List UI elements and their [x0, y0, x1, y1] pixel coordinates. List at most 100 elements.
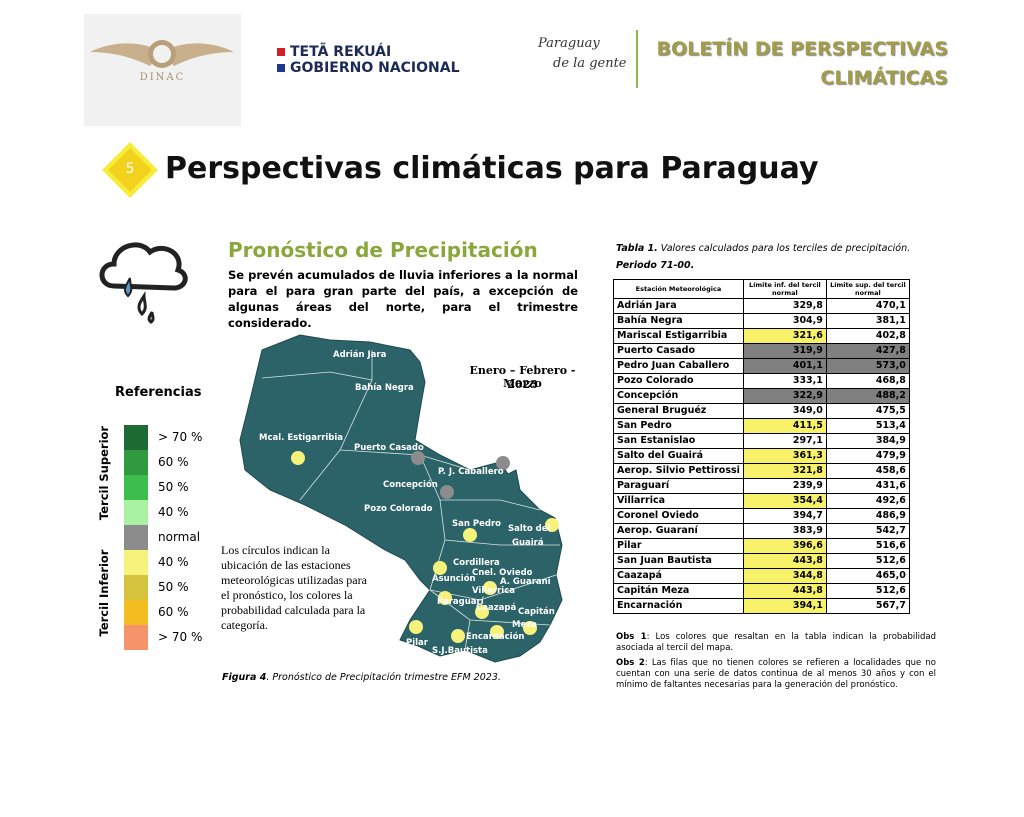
- legend-swatch: [124, 450, 148, 475]
- map-label: Encarnación: [466, 631, 524, 642]
- map-label: Caazapá: [476, 603, 516, 613]
- legend-label: 50 %: [158, 580, 189, 594]
- station-cell: Salto del Guairá: [613, 448, 744, 464]
- table-header: Límite sup. del tercil normal: [825, 279, 910, 299]
- station-cell: Mariscal Estigarribia: [613, 328, 744, 344]
- table-caption: Tabla 1. Valores calculados para los ter…: [616, 243, 910, 254]
- map-label: Capitán: [518, 607, 555, 617]
- station-marker: [438, 591, 452, 605]
- gov-line2: GOBIERNO NACIONAL: [290, 60, 460, 76]
- brand-line1: Paraguay: [538, 36, 600, 51]
- legend-swatch: [124, 550, 148, 575]
- map-label: Cordillera: [453, 558, 500, 568]
- lower-cell: 329,8: [742, 298, 827, 314]
- logo-text: DINAC: [139, 72, 186, 83]
- map-label: Pilar: [406, 638, 429, 648]
- map-note: Los círculos indican la ubicación de las…: [221, 543, 367, 632]
- map-label: Guairá: [512, 538, 544, 548]
- table-row: Concepción 322,9 488,2: [613, 388, 910, 404]
- upper-cell: 381,1: [825, 313, 910, 329]
- brand-divider: [636, 30, 638, 88]
- upper-cell: 513,4: [825, 418, 910, 434]
- lower-cell: 319,9: [742, 343, 827, 359]
- data-table: Estación Meteorológica Límite inf. del t…: [613, 279, 910, 614]
- station-cell: Encarnación: [613, 598, 744, 614]
- station-cell: Villarrica: [613, 493, 744, 509]
- lower-cell: 394,1: [742, 598, 827, 614]
- map-label: Pozo Colorado: [364, 504, 433, 514]
- legend-label: 40 %: [158, 555, 189, 569]
- station-cell: Aerop. Guaraní: [613, 523, 744, 539]
- lower-cell: 297,1: [742, 433, 827, 449]
- upper-cell: 573,0: [825, 358, 910, 374]
- station-cell: Coronel Oviedo: [613, 508, 744, 524]
- station-markers: [291, 451, 559, 643]
- obs-2: Obs 2: Las filas que no tienen colores s…: [616, 658, 936, 691]
- legend-swatch: [124, 625, 148, 650]
- upper-cell: 567,7: [825, 598, 910, 614]
- table-header: Límite inf. del tercil normal: [742, 279, 827, 299]
- upper-cell: 468,8: [825, 373, 910, 389]
- table-row: Villarrica 354,4 492,6: [613, 493, 910, 509]
- station-marker: [411, 451, 425, 465]
- lower-cell: 322,9: [742, 388, 827, 404]
- table-row: Encarnación 394,1 567,7: [613, 598, 910, 614]
- bulletin-line2: CLIMÁTICAS: [820, 67, 948, 89]
- map-label: Salto del: [508, 524, 550, 534]
- legend-swatch: [124, 575, 148, 600]
- upper-cell: 458,6: [825, 463, 910, 479]
- station-marker: [463, 528, 477, 542]
- upper-cell: 516,6: [825, 538, 910, 554]
- station-cell: Capitán Meza: [613, 583, 744, 599]
- upper-cell: 431,6: [825, 478, 910, 494]
- upper-cell: 512,6: [825, 553, 910, 569]
- lower-cell: 411,5: [742, 418, 827, 434]
- legend-label: > 70 %: [158, 430, 203, 444]
- map-label: S.J.Bautista: [432, 646, 488, 656]
- map-label: Concepción: [383, 479, 438, 490]
- table-header: Estación Meteorológica: [613, 279, 744, 299]
- bulletin-line1: BOLETÍN DE PERSPECTIVAS: [656, 38, 948, 60]
- legend-label: 60 %: [158, 605, 189, 619]
- lower-cell: 321,6: [742, 328, 827, 344]
- table-caption-label: Tabla 1.: [616, 243, 658, 254]
- table-row: Salto del Guairá 361,3 479,9: [613, 448, 910, 464]
- station-cell: San Estanislao: [613, 433, 744, 449]
- flag-blue: [277, 64, 285, 72]
- lower-cell: 361,3: [742, 448, 827, 464]
- obs-1-label: Obs 1: [616, 632, 647, 642]
- table-row: Mariscal Estigarribia 321,6 402,8: [613, 328, 910, 344]
- map: Adrián Jara Bahía Negra Mcal. Estigarrib…: [239, 334, 563, 663]
- table-row: Capitán Meza 443,8 512,6: [613, 583, 910, 599]
- upper-cell: 512,6: [825, 583, 910, 599]
- obs-2-label: Obs 2: [616, 658, 645, 668]
- lower-cell: 321,8: [742, 463, 827, 479]
- station-marker: [483, 581, 497, 595]
- upper-cell: 427,8: [825, 343, 910, 359]
- legend-swatch: [124, 425, 148, 450]
- upper-cell: 479,9: [825, 448, 910, 464]
- station-marker: [545, 518, 559, 532]
- station-cell: General Bruguéz: [613, 403, 744, 419]
- station-marker: [433, 561, 447, 575]
- map-label: Paraguarí: [437, 597, 485, 607]
- table-row: Pilar 396,6 516,6: [613, 538, 910, 554]
- map-label: Puerto Casado: [354, 443, 424, 453]
- station-marker: [409, 620, 423, 634]
- gov-line1: TETÃ REKUÁI: [290, 44, 392, 60]
- lower-cell: 396,6: [742, 538, 827, 554]
- station-marker: [490, 625, 504, 639]
- map-label: Asunción: [432, 573, 476, 584]
- section-title: Perspectivas climáticas para Paraguay: [165, 151, 819, 186]
- lower-cell: 383,9: [742, 523, 827, 539]
- legend-swatch: [124, 525, 148, 550]
- map-label: Mcal. Estigarribia: [259, 433, 343, 443]
- station-cell: Pilar: [613, 538, 744, 554]
- map-label: Bahía Negra: [355, 383, 414, 393]
- station-cell: Adrián Jara: [613, 298, 744, 314]
- upper-cell: 475,5: [825, 403, 910, 419]
- flag-red: [277, 48, 285, 56]
- legend-label: 50 %: [158, 480, 189, 494]
- lower-cell: 344,8: [742, 568, 827, 584]
